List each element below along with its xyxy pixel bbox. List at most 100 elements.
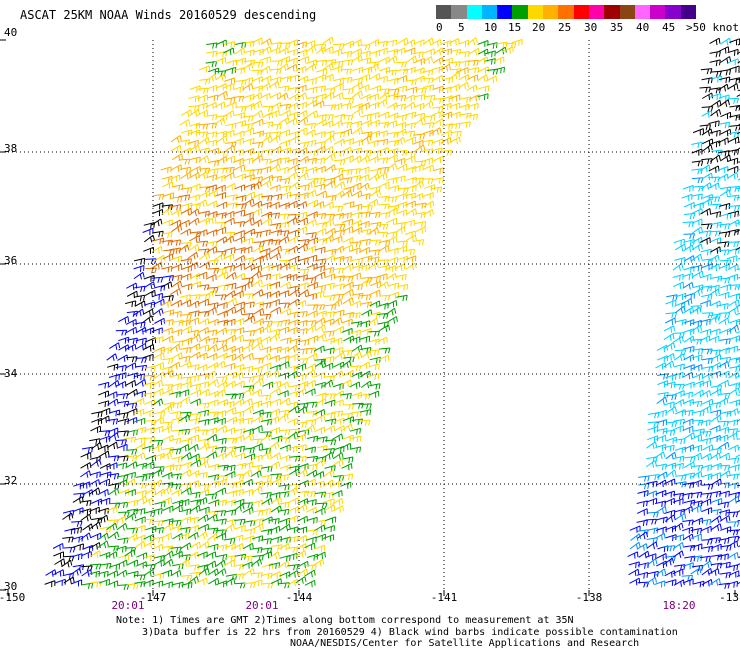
wind-barb — [421, 56, 433, 64]
wind-barb — [729, 399, 740, 407]
wind-barb — [657, 380, 669, 388]
wind-barb — [710, 70, 722, 77]
wind-barb — [735, 402, 740, 406]
latitude-label: 36 — [4, 254, 17, 267]
wind-barb — [349, 241, 362, 248]
wind-barb — [629, 525, 641, 533]
wind-barb — [134, 285, 146, 293]
wind-barb — [127, 499, 139, 507]
wind-barb — [205, 370, 217, 379]
wind-barb — [287, 235, 299, 244]
wind-barb — [682, 221, 695, 228]
wind-barb — [216, 580, 228, 588]
wind-barb — [170, 196, 183, 203]
wind-barb — [729, 318, 740, 326]
wind-barb — [368, 256, 380, 263]
wind-barb — [385, 196, 398, 203]
wind-barb — [350, 120, 362, 128]
wind-barb — [252, 415, 264, 424]
wind-barb — [207, 399, 219, 407]
wind-barb — [360, 380, 372, 389]
wind-barb — [279, 517, 291, 525]
wind-barb — [709, 129, 721, 137]
wind-barb — [385, 39, 398, 47]
wind-barb — [726, 432, 738, 441]
wind-barb — [116, 444, 128, 452]
wind-barb — [394, 175, 406, 183]
wind-barb — [296, 217, 308, 225]
wind-barb — [63, 576, 75, 585]
wind-barb — [718, 441, 730, 450]
wind-barb — [378, 245, 390, 253]
wind-barb — [295, 300, 307, 308]
wind-barb — [271, 321, 283, 327]
wind-barb — [224, 543, 236, 551]
wind-barb — [368, 390, 380, 398]
wind-barb — [394, 47, 406, 55]
wind-barb — [251, 400, 263, 408]
wind-barb — [288, 468, 300, 476]
wind-barb — [315, 59, 328, 67]
wind-barb — [395, 122, 407, 129]
wind-barb — [117, 584, 130, 591]
wind-barb — [718, 121, 731, 129]
wind-barb — [325, 248, 337, 256]
wind-barb — [459, 96, 472, 103]
wind-barb — [295, 550, 307, 558]
wind-barb — [342, 244, 354, 252]
wind-barb — [306, 352, 318, 361]
wind-barb — [198, 489, 210, 497]
wind-barb — [181, 582, 193, 589]
wind-barb — [350, 219, 362, 228]
wind-barb — [250, 470, 262, 478]
wind-barb — [216, 352, 228, 361]
wind-barb — [223, 217, 235, 226]
wind-barb — [377, 166, 390, 174]
wind-barb — [700, 405, 712, 414]
wind-barb — [286, 445, 298, 453]
wind-barb — [377, 312, 389, 320]
wind-barb — [324, 393, 336, 400]
wind-barb — [727, 408, 739, 416]
wind-barb — [71, 520, 83, 527]
wind-barb — [718, 231, 731, 238]
wind-barb — [682, 409, 694, 417]
wind-barb — [709, 211, 722, 218]
wind-barb — [189, 413, 202, 420]
wind-barb — [305, 536, 317, 544]
wind-barb — [279, 263, 291, 271]
wind-barb — [333, 138, 345, 146]
wind-barb — [376, 75, 388, 83]
wind-barb — [729, 124, 740, 131]
wind-barb — [268, 354, 280, 363]
wind-barb — [287, 431, 299, 440]
wind-barb — [287, 245, 299, 254]
wind-barb — [700, 248, 712, 256]
wind-barb — [306, 516, 318, 524]
colorbar-tick-label: 25 — [558, 21, 572, 34]
wind-barb — [124, 471, 136, 479]
wind-barb — [315, 324, 326, 332]
wind-barb — [234, 254, 246, 263]
wind-barb — [152, 193, 165, 201]
wind-barb — [243, 263, 255, 272]
wind-barb — [729, 357, 740, 364]
wind-barb — [226, 59, 238, 67]
wind-barb — [305, 78, 317, 85]
wind-barb — [414, 221, 427, 228]
wind-barb — [296, 147, 308, 156]
latitude-label: 38 — [4, 142, 17, 155]
wind-barb — [261, 148, 274, 156]
wind-barb — [298, 155, 310, 164]
wind-barb — [161, 425, 173, 434]
wind-barb — [690, 400, 703, 408]
longitude-label: -138 — [576, 591, 603, 604]
wind-barb — [244, 228, 256, 236]
wind-barb — [314, 183, 326, 191]
wind-barb — [169, 204, 182, 211]
wind-barb — [729, 38, 740, 46]
wind-barb — [440, 86, 452, 94]
wind-barb — [673, 363, 685, 371]
wind-barb — [368, 119, 380, 127]
wind-barb — [88, 479, 100, 487]
